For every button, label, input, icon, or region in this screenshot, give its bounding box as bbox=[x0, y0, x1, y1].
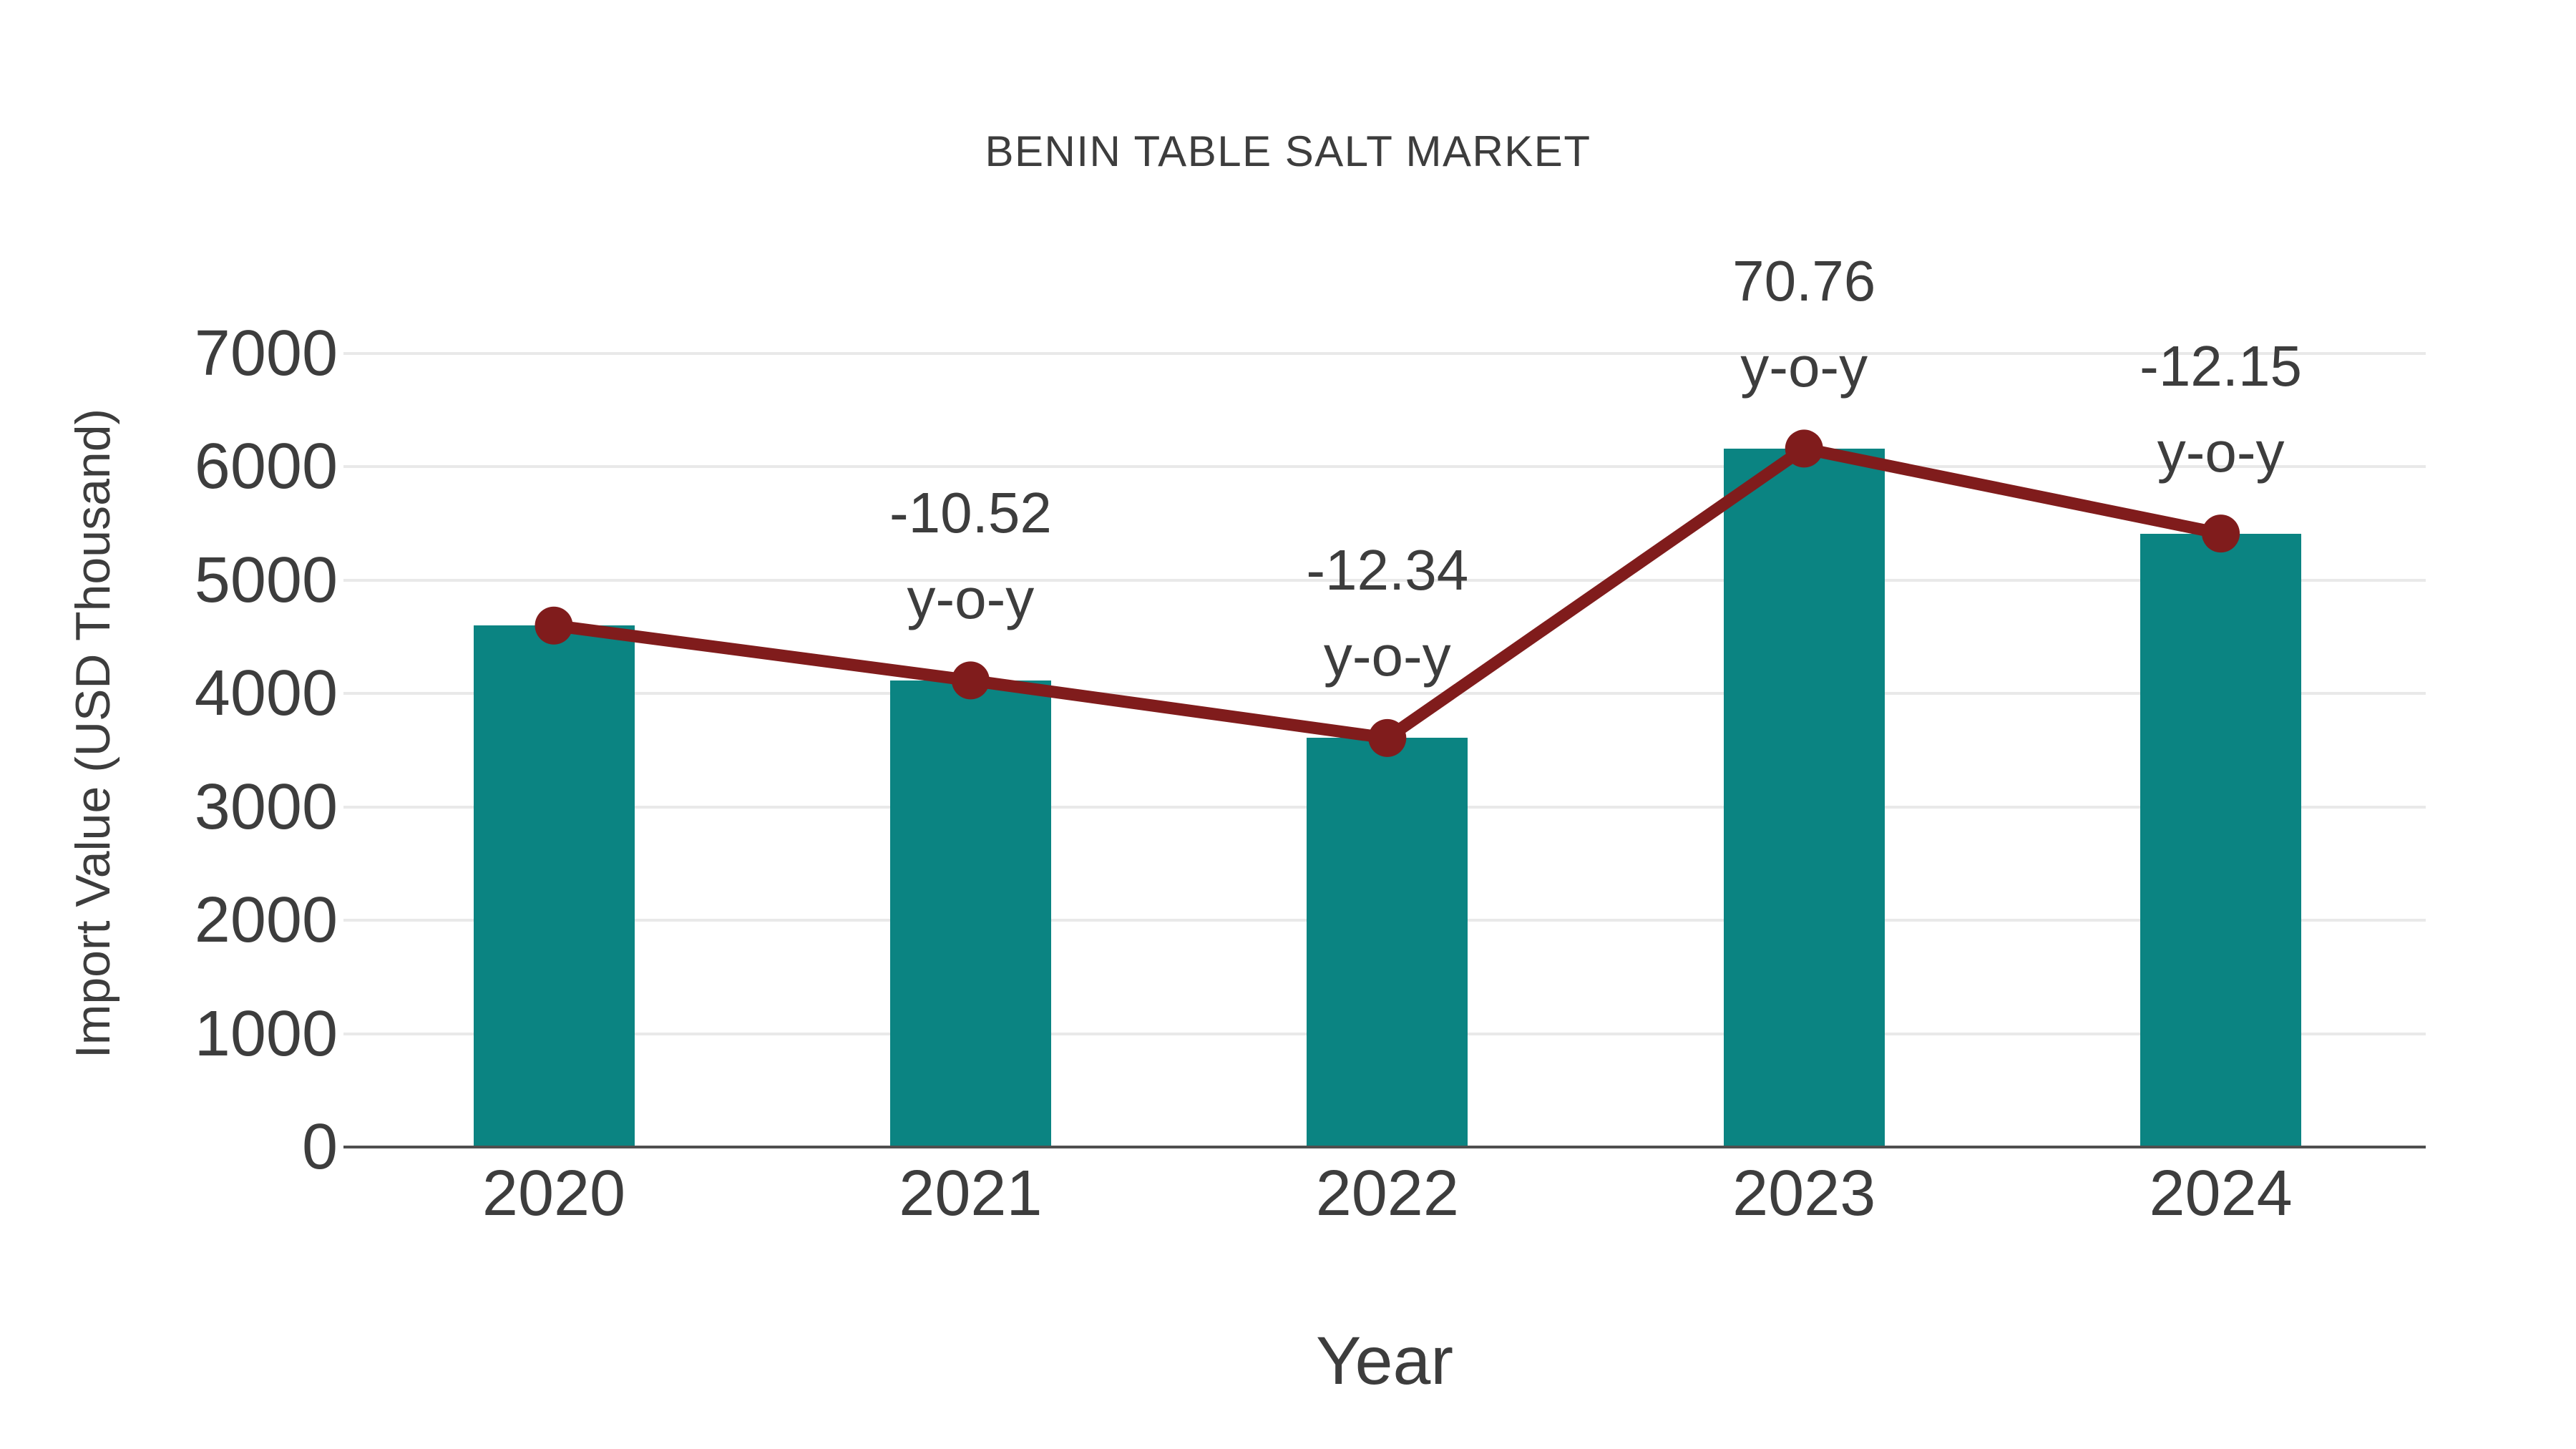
y-tick-label: 0 bbox=[301, 1111, 338, 1183]
yoy-unit: y-o-y bbox=[1323, 624, 1451, 688]
yoy-unit: y-o-y bbox=[1740, 334, 1868, 399]
bar-2023 bbox=[1723, 448, 1885, 1148]
yoy-value: -12.15 bbox=[2140, 333, 2303, 398]
gridline bbox=[343, 352, 2426, 355]
y-tick-label: 3000 bbox=[194, 771, 338, 843]
yoy-value: 70.76 bbox=[1732, 248, 1876, 313]
bar-2021 bbox=[889, 680, 1051, 1148]
y-tick-label: 5000 bbox=[194, 544, 338, 616]
chart-title: BENIN TABLE SALT MARKET bbox=[985, 127, 1591, 175]
y-tick-label: 7000 bbox=[194, 318, 338, 389]
yoy-unit: y-o-y bbox=[2157, 419, 2285, 484]
y-tick-label: 4000 bbox=[194, 658, 338, 730]
yoy-annotation-2024: -12.15 y-o-y bbox=[2006, 323, 2436, 495]
x-axis-title: Year bbox=[1316, 1323, 1453, 1399]
y-tick-label: 1000 bbox=[194, 997, 338, 1070]
yoy-unit: y-o-y bbox=[907, 566, 1035, 630]
bar-2020 bbox=[473, 625, 635, 1148]
yoy-annotation-2022: -12.34 y-o-y bbox=[1173, 527, 1602, 699]
bar-2022 bbox=[1307, 738, 1468, 1148]
yoy-value: -12.34 bbox=[1306, 538, 1469, 602]
x-tick-label-2022: 2022 bbox=[1315, 1158, 1459, 1229]
y-tick-label: 2000 bbox=[194, 884, 338, 957]
x-tick-label-2024: 2024 bbox=[2149, 1158, 2293, 1229]
yoy-annotation-2021: -10.52 y-o-y bbox=[756, 470, 1185, 642]
x-tick-label-2023: 2023 bbox=[1732, 1158, 1876, 1229]
bar-2024 bbox=[2140, 533, 2302, 1148]
x-tick-label-2020: 2020 bbox=[482, 1158, 626, 1229]
yoy-annotation-2023: 70.76 y-o-y bbox=[1589, 238, 2019, 410]
yoy-value: -10.52 bbox=[889, 480, 1052, 545]
y-tick-label: 6000 bbox=[194, 431, 338, 503]
x-tick-label-2021: 2021 bbox=[899, 1158, 1043, 1229]
x-axis-line bbox=[343, 1146, 2426, 1148]
